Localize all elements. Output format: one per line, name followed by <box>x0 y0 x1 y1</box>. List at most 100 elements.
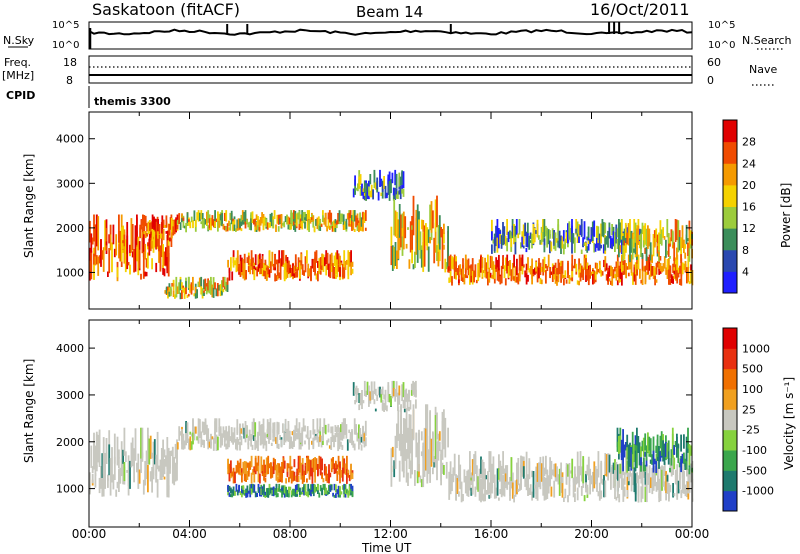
echo-cell <box>223 212 226 221</box>
echo-cell <box>538 235 540 240</box>
echo-cell <box>422 442 425 488</box>
echo-cell <box>120 227 123 262</box>
echo-cell <box>502 256 504 268</box>
echo-cell <box>515 219 518 235</box>
echo-cell <box>290 268 293 277</box>
echo-cell <box>142 214 144 226</box>
echo-cell <box>299 455 301 471</box>
echo-cell <box>328 490 330 494</box>
echo-cell <box>268 483 271 492</box>
echo-cell <box>673 242 676 261</box>
echo-cell <box>217 226 219 232</box>
echo-cell <box>359 186 362 196</box>
echo-cell <box>641 222 644 234</box>
echo-cell <box>268 223 270 228</box>
echo-cell <box>676 475 679 500</box>
echo-cell <box>340 470 343 478</box>
echo-cell <box>362 192 365 199</box>
echo-cell <box>510 457 513 481</box>
echo-cell <box>373 399 376 405</box>
echo-cell <box>321 487 323 496</box>
echo-cell <box>252 219 255 225</box>
echo-cell <box>347 260 350 276</box>
echo-cell <box>324 213 327 227</box>
echo-cell <box>93 253 95 265</box>
echo-cell <box>215 288 218 297</box>
echo-cell <box>326 252 329 266</box>
echo-cell <box>271 466 274 473</box>
echo-cell <box>325 487 328 495</box>
echo-cell <box>643 266 645 272</box>
echo-cell <box>280 214 283 228</box>
echo-cell <box>477 263 480 278</box>
echo-cell <box>93 432 95 468</box>
echo-cell <box>469 270 471 279</box>
colorbar-tick-label: -100 <box>742 444 767 457</box>
echo-cell <box>232 467 235 478</box>
echo-cell <box>260 259 263 275</box>
echo-cell <box>231 471 234 477</box>
echo-cell <box>550 271 553 275</box>
echo-cell <box>147 427 149 458</box>
echo-cell <box>168 287 171 292</box>
echo-cell <box>607 470 609 481</box>
echo-cell <box>513 254 515 268</box>
echo-cell <box>351 470 354 474</box>
echo-cell <box>619 223 622 243</box>
echo-cell <box>363 180 366 194</box>
echo-cell <box>611 267 614 273</box>
echo-cell <box>259 424 262 433</box>
echo-cell <box>354 400 356 405</box>
colorbar-segment <box>723 450 737 471</box>
echo-cell <box>189 436 192 451</box>
echo-cell <box>513 276 515 281</box>
echo-cell <box>495 225 497 247</box>
echo-cell <box>334 223 337 228</box>
echo-cell <box>293 221 295 226</box>
echo-cell <box>642 457 645 472</box>
echo-cell <box>222 276 225 288</box>
echo-cell <box>243 221 246 225</box>
echo-cell <box>522 224 525 245</box>
echo-cell <box>564 270 567 278</box>
echo-cell <box>337 485 340 496</box>
echo-cell <box>688 466 691 493</box>
echo-cell <box>614 470 616 477</box>
echo-cell <box>363 380 366 397</box>
echo-cell <box>361 183 363 191</box>
echo-cell <box>346 213 349 220</box>
echo-cell <box>343 483 346 492</box>
echo-cell <box>488 451 491 472</box>
echo-cell <box>569 470 572 474</box>
echo-cell <box>685 436 688 462</box>
echo-cell <box>285 261 287 280</box>
echo-cell <box>532 273 535 277</box>
echo-cell <box>648 450 651 455</box>
echo-cell <box>246 257 249 263</box>
echo-cell <box>633 233 635 248</box>
cpid-label: CPID <box>6 89 35 102</box>
echo-cell <box>351 429 353 443</box>
echo-cell <box>183 287 186 299</box>
echo-cell <box>229 212 232 220</box>
echo-cell <box>649 242 652 261</box>
echo-cell <box>225 210 228 222</box>
echo-cell <box>407 472 409 486</box>
echo-cell <box>319 465 322 476</box>
echo-cell <box>616 228 619 238</box>
echo-cell <box>343 458 346 474</box>
echo-cell <box>551 266 554 282</box>
echo-cell <box>610 280 612 285</box>
echo-cell <box>193 426 196 441</box>
echo-cell <box>333 494 336 498</box>
echo-cell <box>283 485 286 494</box>
echo-cell <box>596 470 598 492</box>
echo-cell <box>629 219 631 239</box>
echo-cell <box>622 237 624 261</box>
echo-cell <box>337 455 340 468</box>
echo-cell <box>201 213 204 224</box>
date-title: 16/Oct/2011 <box>590 0 690 19</box>
echo-cell <box>232 256 235 268</box>
echo-cell <box>527 474 529 491</box>
echo-cell <box>688 230 691 249</box>
